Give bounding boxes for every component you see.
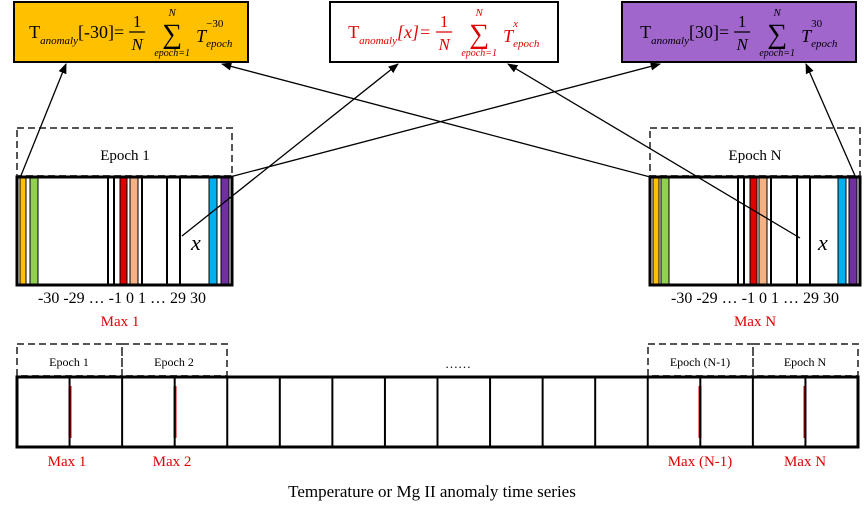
formula-numerator: 1 [738, 12, 747, 31]
offset-labels: -30 -29 … -1 0 1 … 29 30 [671, 290, 839, 307]
x-marker: x [817, 230, 828, 255]
formula-symbol: T [29, 22, 40, 42]
formula-term: T [801, 26, 813, 46]
arrows [19, 62, 857, 239]
sum-symbol: ∑ [162, 19, 182, 50]
term-subscript: epoch [513, 38, 540, 50]
sum-upper: N [772, 7, 781, 19]
epoch-label: Epoch 1 [100, 148, 150, 164]
max-label: Max 1 [101, 314, 140, 330]
epoch-label: Epoch N [729, 148, 782, 164]
max-label: Max 2 [153, 454, 192, 470]
max-label: Max (N-1) [668, 454, 733, 470]
max-label: Max 1 [48, 454, 87, 470]
sum-symbol: ∑ [767, 19, 787, 50]
sum-upper: N [474, 7, 483, 19]
x-marker: x [190, 230, 201, 255]
sum-symbol: ∑ [469, 19, 489, 50]
epoch-label: Epoch N [784, 355, 827, 369]
term-superscript: 30 [811, 18, 823, 30]
offset-labels: -30 -29 … -1 0 1 … 29 30 [38, 290, 206, 307]
formula-symbol: T [348, 22, 359, 42]
term-subscript: epoch [811, 38, 838, 50]
caption: Temperature or Mg II anomaly time series [288, 482, 576, 501]
formula-denominator: N [735, 35, 749, 54]
formula-numerator: 1 [133, 12, 142, 31]
term-subscript: epoch [206, 38, 233, 50]
time-series: Epoch 1 Epoch 2 …… Epoch (N-1) Epoch N M… [15, 343, 860, 501]
formula-denominator: N [437, 35, 451, 54]
formula-subscript: anomaly [359, 35, 397, 47]
formula-term: T [503, 26, 515, 46]
formula-symbol: T [640, 22, 651, 42]
epoch-label: Epoch 2 [154, 355, 194, 369]
formula-argument: [30]= [689, 22, 729, 42]
formula-denominator: N [130, 35, 144, 54]
epoch-label: Epoch 1 [49, 355, 89, 369]
ellipsis: …… [445, 356, 471, 371]
formula-subscript: anomaly [40, 35, 78, 47]
sum-lower: epoch=1 [154, 48, 190, 59]
formula-subscript: anomaly [651, 35, 689, 47]
formula-argument: [x]= [397, 22, 431, 42]
formula-term: T [196, 26, 208, 46]
sum-lower: epoch=1 [759, 48, 795, 59]
sum-upper: N [167, 7, 176, 19]
term-superscript: x [512, 18, 518, 30]
epoch-n-detail: Epoch N x -30 -29 … -1 0 1 … 29 30 Max N [648, 127, 862, 330]
term-superscript: −30 [206, 18, 224, 30]
formula-argument: [-30]= [78, 22, 124, 42]
max-label: Max N [734, 314, 776, 330]
epoch-label: Epoch (N-1) [670, 355, 730, 369]
epoch-1-detail: Epoch 1 x -30 -29 … -1 0 1 … 29 30 Max 1 [15, 127, 234, 330]
max-label: Max N [784, 454, 826, 470]
sum-lower: epoch=1 [461, 48, 497, 59]
formula-numerator: 1 [440, 12, 449, 31]
